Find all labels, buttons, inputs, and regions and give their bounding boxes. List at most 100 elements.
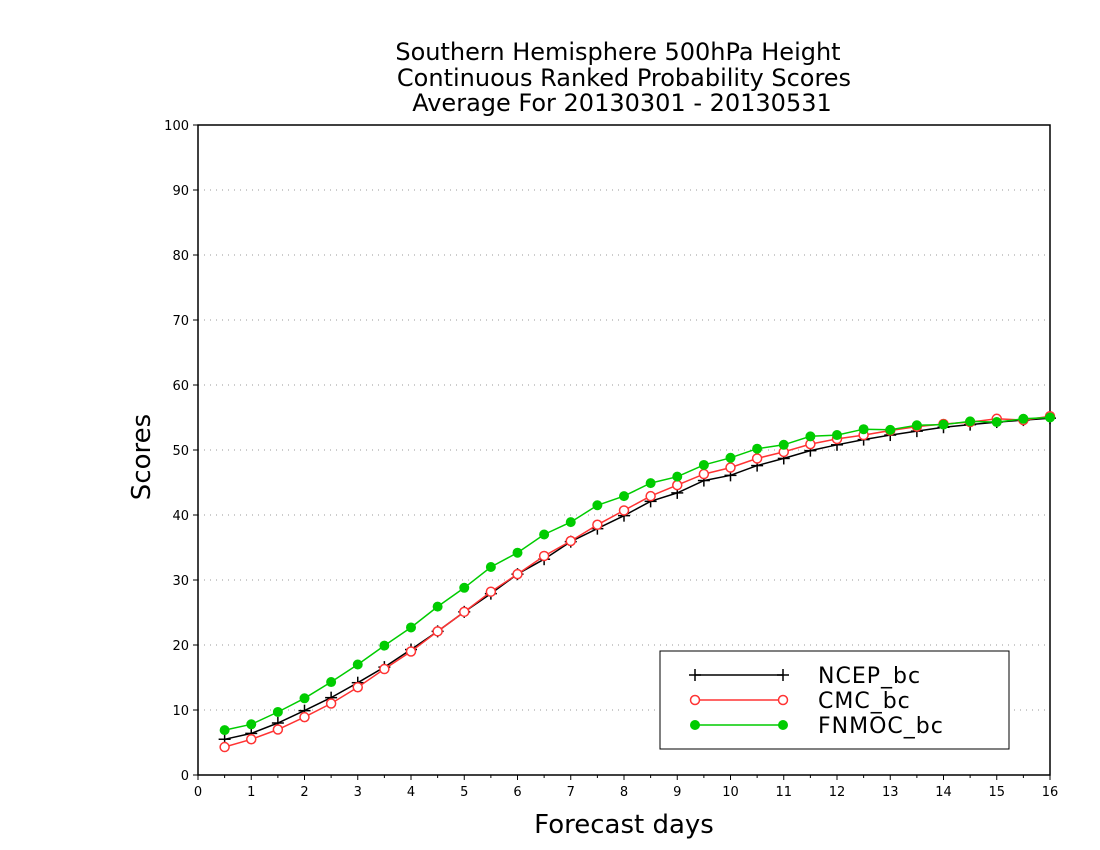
x-tick-label-7: 7 bbox=[567, 785, 575, 800]
legend-item-cmc-bc: CMC_bc bbox=[689, 689, 911, 714]
data-point-fnmoc-bc-10 bbox=[485, 562, 496, 572]
data-point-cmc-bc-8 bbox=[432, 626, 443, 637]
data-point-fnmoc-bc-27 bbox=[938, 419, 949, 430]
data-point-cmc-bc-10 bbox=[485, 586, 497, 597]
y-tick-label-80: 80 bbox=[172, 249, 189, 264]
data-point-fnmoc-bc-14 bbox=[592, 500, 603, 511]
data-point-fnmoc-bc-3 bbox=[299, 693, 310, 704]
data-point-fnmoc-bc-16 bbox=[645, 478, 656, 489]
x-tick-label-6: 6 bbox=[513, 785, 521, 800]
legend-marker-start-cmc-bc bbox=[689, 694, 701, 706]
data-point-cmc-bc-18 bbox=[698, 468, 710, 480]
x-tick-label-4: 4 bbox=[407, 785, 415, 800]
data-point-cmc-bc-20 bbox=[751, 453, 763, 464]
data-point-fnmoc-bc-15 bbox=[619, 491, 629, 502]
data-point-fnmoc-bc-18 bbox=[698, 459, 709, 470]
data-point-fnmoc-bc-31 bbox=[1045, 412, 1055, 423]
data-point-fnmoc-bc-21 bbox=[778, 439, 789, 450]
x-tick-label-13: 13 bbox=[882, 785, 899, 800]
legend-marker-end-fnmoc-bc bbox=[778, 720, 788, 730]
legend-label-fnmoc-bc: FNMOC_bc bbox=[818, 714, 944, 739]
data-point-cmc-bc-0 bbox=[219, 741, 230, 753]
series-fnmoc-bc bbox=[219, 412, 1055, 736]
data-point-cmc-bc-1 bbox=[246, 734, 257, 745]
data-point-cmc-bc-11 bbox=[512, 568, 523, 580]
x-tick-label-9: 9 bbox=[673, 785, 681, 800]
data-point-fnmoc-bc-0 bbox=[219, 725, 230, 736]
data-point-fnmoc-bc-9 bbox=[459, 582, 470, 593]
legend-marker-end-cmc-bc bbox=[777, 694, 789, 706]
x-tick-label-10: 10 bbox=[722, 785, 739, 800]
x-tick-label-2: 2 bbox=[300, 785, 308, 800]
data-point-fnmoc-bc-23 bbox=[832, 430, 842, 441]
data-point-fnmoc-bc-11 bbox=[512, 547, 523, 558]
x-tick-label-8: 8 bbox=[620, 785, 628, 800]
legend-marker-start-fnmoc-bc bbox=[690, 720, 700, 730]
data-point-cmc-bc-3 bbox=[299, 711, 310, 723]
data-point-cmc-bc-6 bbox=[379, 663, 390, 675]
data-point-cmc-bc-13 bbox=[565, 535, 576, 547]
x-tick-label-12: 12 bbox=[829, 785, 846, 800]
x-tick-label-11: 11 bbox=[775, 785, 792, 800]
data-point-fnmoc-bc-20 bbox=[752, 443, 763, 454]
y-tick-label-10: 10 bbox=[172, 704, 189, 719]
x-tick-label-1: 1 bbox=[247, 785, 255, 800]
chart-title-line-2: Continuous Ranked Probability Scores bbox=[397, 64, 851, 92]
data-point-fnmoc-bc-2 bbox=[272, 706, 283, 717]
legend-marker-start-ncep-bc bbox=[689, 669, 701, 681]
x-tick-label-14: 14 bbox=[935, 785, 952, 800]
y-axis-title: Scores bbox=[127, 414, 157, 500]
data-point-fnmoc-bc-25 bbox=[885, 424, 896, 435]
data-point-fnmoc-bc-26 bbox=[911, 420, 922, 431]
y-tick-label-0: 0 bbox=[181, 769, 189, 784]
legend-item-ncep-bc: NCEP_bc bbox=[689, 664, 921, 689]
data-point-cmc-bc-12 bbox=[538, 550, 550, 562]
y-tick-label-40: 40 bbox=[172, 509, 189, 524]
data-point-cmc-bc-15 bbox=[618, 505, 630, 516]
data-series bbox=[218, 410, 1056, 753]
data-point-fnmoc-bc-5 bbox=[352, 659, 363, 670]
data-point-fnmoc-bc-17 bbox=[672, 471, 683, 482]
legend-marker-end-ncep-bc bbox=[777, 669, 789, 681]
y-tick-label-60: 60 bbox=[172, 379, 189, 394]
data-point-cmc-bc-17 bbox=[672, 479, 683, 491]
data-point-cmc-bc-16 bbox=[645, 490, 656, 502]
data-point-cmc-bc-19 bbox=[725, 462, 736, 473]
data-point-fnmoc-bc-8 bbox=[432, 601, 443, 612]
chart-title-line-3: Average For 20130301 - 20130531 bbox=[412, 89, 832, 117]
data-point-cmc-bc-14 bbox=[592, 519, 603, 530]
data-point-fnmoc-bc-7 bbox=[406, 622, 416, 633]
data-point-cmc-bc-4 bbox=[325, 698, 337, 709]
data-point-cmc-bc-9 bbox=[459, 606, 470, 618]
data-point-fnmoc-bc-4 bbox=[326, 677, 337, 688]
data-point-fnmoc-bc-1 bbox=[246, 719, 257, 730]
data-point-fnmoc-bc-13 bbox=[565, 517, 576, 528]
x-tick-label-0: 0 bbox=[194, 785, 202, 800]
data-point-fnmoc-bc-24 bbox=[858, 424, 869, 435]
data-point-fnmoc-bc-28 bbox=[965, 416, 976, 427]
y-tick-label-70: 70 bbox=[172, 314, 189, 329]
data-point-cmc-bc-2 bbox=[272, 724, 284, 735]
data-point-fnmoc-bc-6 bbox=[379, 640, 390, 651]
legend-label-ncep-bc: NCEP_bc bbox=[818, 664, 921, 689]
data-point-cmc-bc-5 bbox=[352, 682, 363, 693]
data-point-fnmoc-bc-29 bbox=[991, 417, 1002, 428]
x-tick-label-5: 5 bbox=[460, 785, 468, 800]
y-tick-label-100: 100 bbox=[164, 119, 189, 134]
legend-label-cmc-bc: CMC_bc bbox=[818, 689, 911, 714]
data-point-fnmoc-bc-12 bbox=[539, 529, 550, 540]
data-point-fnmoc-bc-22 bbox=[805, 431, 816, 442]
data-point-fnmoc-bc-30 bbox=[1018, 413, 1029, 424]
y-tick-label-50: 50 bbox=[172, 444, 189, 459]
chart-title-line-1: Southern Hemisphere 500hPa Height bbox=[395, 38, 840, 66]
x-axis-title: Forecast days bbox=[534, 810, 714, 840]
y-tick-label-90: 90 bbox=[172, 184, 189, 199]
y-tick-label-30: 30 bbox=[172, 574, 189, 589]
legend-item-fnmoc-bc: FNMOC_bc bbox=[690, 714, 944, 739]
x-tick-label-3: 3 bbox=[354, 785, 362, 800]
y-tick-label-20: 20 bbox=[172, 639, 189, 654]
x-tick-label-15: 15 bbox=[988, 785, 1005, 800]
